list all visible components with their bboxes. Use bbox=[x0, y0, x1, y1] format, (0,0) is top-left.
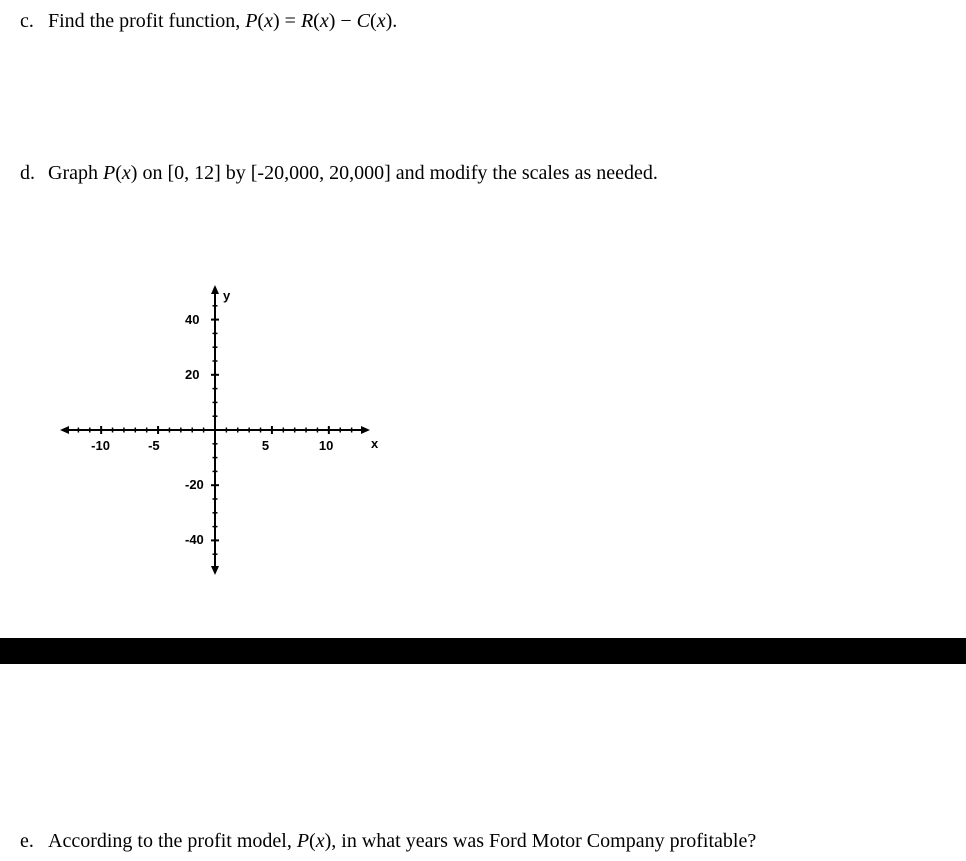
question-c-prefix: Find the profit function, bbox=[48, 10, 245, 32]
y-tick-label--40: -40 bbox=[185, 532, 204, 547]
question-d-letter: d. bbox=[20, 162, 48, 185]
section-divider bbox=[0, 638, 966, 664]
x-axis-label: x bbox=[371, 436, 378, 451]
y-tick-label-40: 40 bbox=[185, 312, 199, 327]
question-d-prefix: Graph bbox=[48, 162, 103, 184]
question-e-letter: e. bbox=[20, 830, 48, 853]
question-c-text: Find the profit function, P(x) = R(x) − … bbox=[48, 10, 966, 33]
question-d-px: P(x) bbox=[103, 162, 137, 184]
coordinate-graph: -10 -5 5 10 -40 -20 20 40 x y bbox=[55, 280, 375, 580]
question-e-text: According to the profit model, P(x), in … bbox=[48, 830, 966, 853]
question-e-suffix: , in what years was Ford Motor Company p… bbox=[331, 830, 756, 852]
x-tick-label--5: -5 bbox=[148, 438, 160, 453]
question-c-formula: P(x) = R(x) − C(x). bbox=[245, 10, 397, 32]
question-d-text: Graph P(x) on [0, 12] by [-20,000, 20,00… bbox=[48, 162, 966, 185]
question-c: c. Find the profit function, P(x) = R(x)… bbox=[0, 10, 966, 33]
graph-svg bbox=[55, 280, 375, 580]
question-d-suffix: on [0, 12] by [-20,000, 20,000] and modi… bbox=[137, 162, 657, 184]
y-tick-label-20: 20 bbox=[185, 367, 199, 382]
y-axis-label: y bbox=[223, 288, 230, 303]
question-d: d. Graph P(x) on [0, 12] by [-20,000, 20… bbox=[0, 162, 966, 185]
question-e: e. According to the profit model, P(x), … bbox=[0, 830, 966, 853]
x-tick-label--10: -10 bbox=[91, 438, 110, 453]
x-tick-label-5: 5 bbox=[262, 438, 269, 453]
question-c-letter: c. bbox=[20, 10, 48, 33]
x-tick-label-10: 10 bbox=[319, 438, 333, 453]
question-e-px: P(x) bbox=[297, 830, 331, 852]
y-tick-label--20: -20 bbox=[185, 477, 204, 492]
question-e-prefix: According to the profit model, bbox=[48, 830, 297, 852]
